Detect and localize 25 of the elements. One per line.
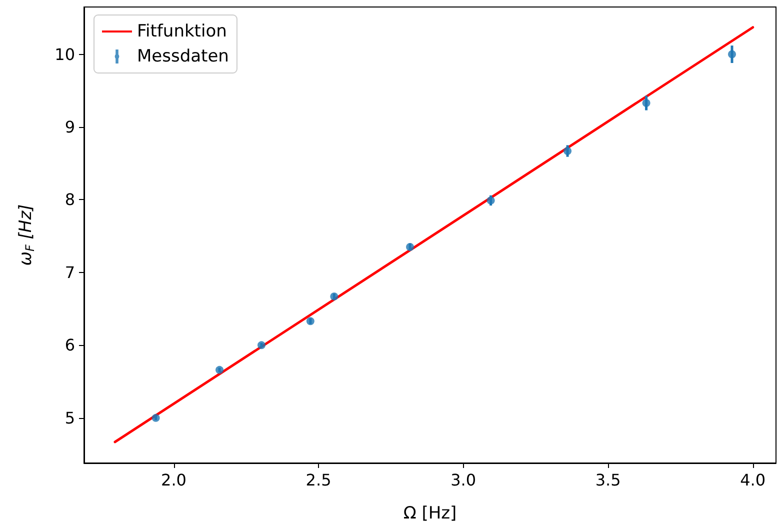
x-tick-label: 3.0 <box>450 470 476 490</box>
x-axis-title: Ω [Hz] <box>403 504 457 524</box>
x-tick-label: 2.5 <box>306 470 332 490</box>
legend-label: Fitfunktion <box>137 22 227 42</box>
y-tick-label: 10 <box>54 44 75 64</box>
point <box>564 147 572 155</box>
point <box>642 99 650 107</box>
point <box>306 317 314 326</box>
x-tick-label: 4.0 <box>740 470 766 490</box>
point <box>216 366 224 374</box>
point <box>330 292 338 300</box>
point <box>728 50 736 58</box>
y-tick-label: 8 <box>64 190 75 210</box>
point <box>152 414 160 422</box>
legend-label: Messdaten <box>137 46 229 66</box>
y-axis-title: ωF [Hz] <box>16 204 37 266</box>
x-tick-label: 2.0 <box>161 470 186 490</box>
y-tick-label: 7 <box>64 262 75 282</box>
point <box>257 341 266 350</box>
y-tick-label: 6 <box>64 336 75 355</box>
y-tick-label: 9 <box>64 118 75 136</box>
point <box>406 243 414 251</box>
y-tick-label: 5 <box>64 408 75 428</box>
point <box>486 196 495 204</box>
x-tick-label: 3.5 <box>595 470 621 490</box>
